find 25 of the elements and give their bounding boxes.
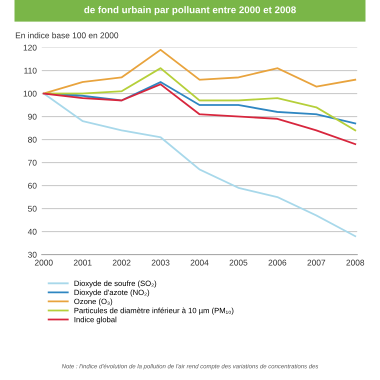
y-tick-label: 100 — [24, 90, 37, 97]
chart-title: de fond urbain par polluant entre 2000 et 2008 — [84, 6, 296, 16]
line-series — [42, 83, 356, 146]
y-tick-label: 80 — [28, 136, 37, 143]
line-series — [42, 67, 356, 132]
y-tick-label: 50 — [28, 206, 37, 212]
x-tick-label: 2004 — [190, 260, 209, 266]
line-series — [42, 92, 356, 238]
x-tick-label: 2001 — [74, 260, 92, 266]
x-tick-label: 2003 — [152, 260, 170, 266]
x-tick-label: 2008 — [346, 260, 364, 266]
line-series — [42, 48, 356, 94]
x-tick-label: 2006 — [268, 260, 286, 266]
y-tick-label: 40 — [28, 228, 37, 235]
x-tick-label: 2000 — [34, 260, 53, 266]
y-tick-label: 60 — [28, 182, 37, 189]
y-tick-label: 120 — [24, 44, 37, 51]
x-tick-label: 2007 — [307, 260, 326, 266]
x-tick-label: 2005 — [230, 260, 248, 266]
y-tick-label: 90 — [28, 114, 37, 120]
y-tick-label: 30 — [28, 252, 37, 258]
y-tick-label: 110 — [24, 68, 37, 74]
x-tick-label: 2002 — [112, 260, 130, 266]
y-tick-label: 70 — [28, 160, 37, 166]
y-axis-title: En indice base 100 en 2000 — [16, 32, 118, 38]
